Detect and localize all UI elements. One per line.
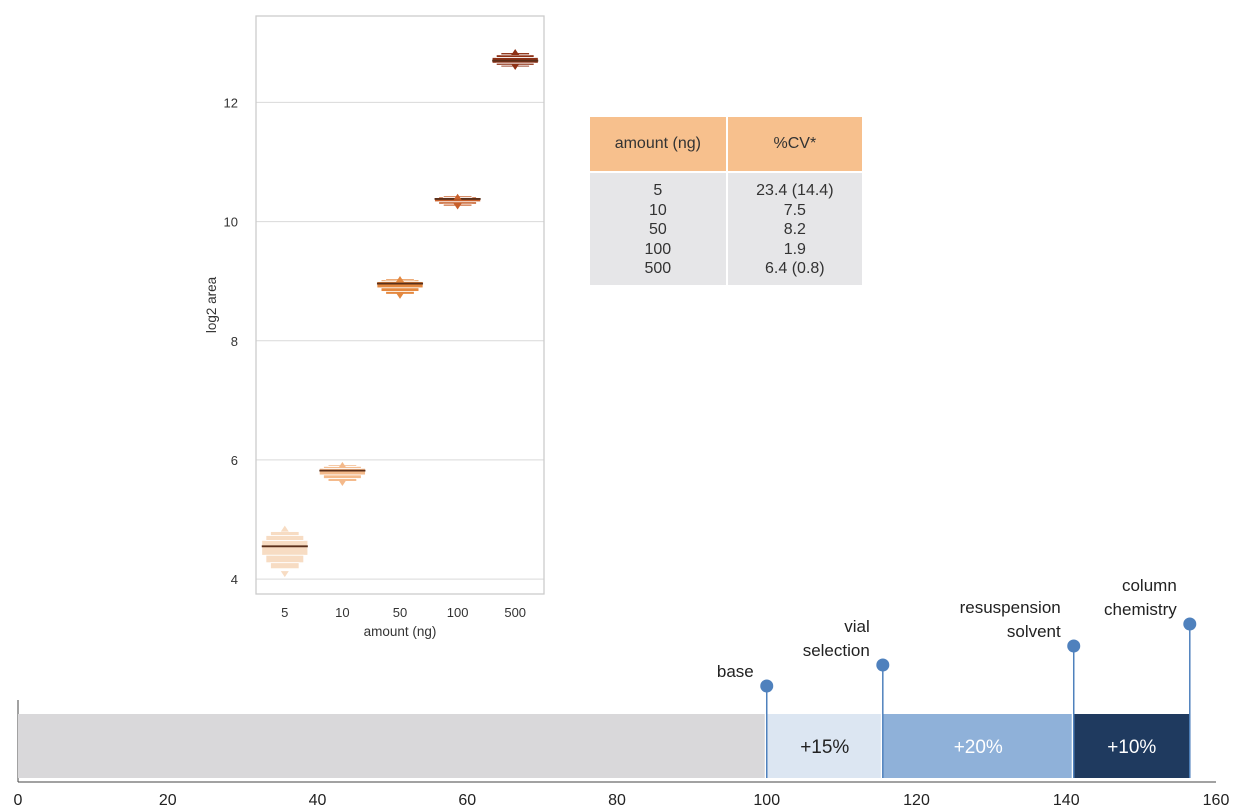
annotation-label: resuspension xyxy=(960,598,1061,617)
x-tick-label: 40 xyxy=(309,792,327,807)
x-tick-label: 20 xyxy=(159,792,177,807)
table-cell-amount: 500 xyxy=(644,260,672,277)
cv-table-header-amount: amount (ng) xyxy=(590,117,728,172)
cv-table: amount (ng) %CV* 5 10 50 100 500 23.4 (1… xyxy=(590,117,862,285)
y-tick-label: 10 xyxy=(224,215,238,230)
outlier-marker xyxy=(280,525,289,532)
table-cell-amount: 10 xyxy=(648,201,667,219)
table-cell-cv: 23.4 (14.4) xyxy=(756,182,834,199)
x-tick-label: 140 xyxy=(1053,792,1080,807)
boxen-box xyxy=(265,554,305,564)
outlier-marker xyxy=(511,48,520,55)
table-cell-amount: 50 xyxy=(648,221,667,238)
boxen-box xyxy=(265,535,305,541)
bar-segment xyxy=(882,714,1072,778)
x-tick-label: 80 xyxy=(608,792,626,807)
x-tick-label: 100 xyxy=(753,792,780,807)
plot-frame xyxy=(255,15,545,595)
table-cell-cv: 8.2 xyxy=(783,221,806,238)
outlier-marker xyxy=(396,275,404,282)
x-tick-label: 60 xyxy=(458,792,476,807)
cv-table-amount-column: 5 10 50 100 500 xyxy=(590,171,728,285)
outlier-marker xyxy=(511,64,520,71)
boxen-box xyxy=(270,531,300,536)
table-cell-cv: 6.4 (0.8) xyxy=(765,260,825,277)
x-tick-label: 120 xyxy=(903,792,930,807)
cv-table-cv-column: 23.4 (14.4) 7.5 8.2 1.9 6.4 (0.8) xyxy=(726,171,862,285)
boxen-chart: 4 6 8 10 12 5 10 50 100 500 amount (ng) log2 area xyxy=(204,15,545,639)
boxen-box xyxy=(495,54,535,58)
outlier-marker xyxy=(396,292,404,299)
table-cell-amount: 100 xyxy=(644,240,672,258)
bar-segment xyxy=(766,714,881,778)
x-axis-label: amount (ng) xyxy=(364,624,437,639)
boxen-box xyxy=(380,287,420,292)
annotation-label: solvent xyxy=(1007,622,1061,641)
bar-segment-label: +20% xyxy=(954,737,1003,758)
x-tick-label: 160 xyxy=(1203,792,1230,807)
x-tick-label: 100 xyxy=(447,605,469,620)
boxen-box xyxy=(323,474,362,479)
bar-segment xyxy=(1073,714,1190,778)
table-cell-cv: 1.9 xyxy=(783,240,806,258)
annotation-pin xyxy=(1067,639,1081,653)
boxen-box xyxy=(318,467,366,476)
y-tick-label: 6 xyxy=(231,453,238,468)
table-cell-cv: 7.5 xyxy=(783,201,806,219)
bar-segment-label: +15% xyxy=(800,737,849,758)
annotation-label: chemistry xyxy=(1104,600,1177,619)
annotation-pin xyxy=(760,679,774,693)
annotation-pin xyxy=(1183,617,1197,631)
bar-segment-label: +10% xyxy=(1107,737,1156,758)
y-tick-label: 4 xyxy=(231,572,238,587)
x-tick-label: 10 xyxy=(335,605,349,620)
stacked-bar-chart: +15% +20% +10% 0 20 40 60 80 100 120 140 160 base via… xyxy=(14,576,1230,807)
y-tick-label: 12 xyxy=(224,95,238,110)
table-cell-amount: 5 xyxy=(653,182,663,199)
x-tick-label: 5 xyxy=(281,605,288,620)
outlier-marker xyxy=(453,193,462,200)
x-tick-label: 50 xyxy=(393,605,407,620)
bar-segment xyxy=(18,714,765,778)
x-tick-label: 0 xyxy=(14,792,23,807)
boxen-box xyxy=(376,281,424,289)
boxen-box xyxy=(261,540,309,556)
outlier-marker xyxy=(338,479,347,486)
cv-table-header-cv: %CV* xyxy=(726,117,862,172)
y-tick-label: 8 xyxy=(231,334,238,349)
outlier-marker xyxy=(453,203,462,210)
outlier-marker xyxy=(338,461,347,468)
x-tick-label: 500 xyxy=(504,605,526,620)
annotation-pin xyxy=(876,658,890,672)
annotation-label: selection xyxy=(803,641,870,660)
cv-table-header-row: amount (ng) %CV* xyxy=(590,117,862,172)
outlier-marker xyxy=(280,571,289,578)
annotation-label: column xyxy=(1122,576,1177,595)
y-axis-label: log2 area xyxy=(204,276,219,333)
cv-table-body-row: 5 10 50 100 500 23.4 (14.4) 7.5 8.2 1.9 … xyxy=(590,171,862,285)
annotation-label: vial xyxy=(844,617,870,636)
boxen-box xyxy=(270,562,300,570)
annotation-label: base xyxy=(717,662,754,681)
